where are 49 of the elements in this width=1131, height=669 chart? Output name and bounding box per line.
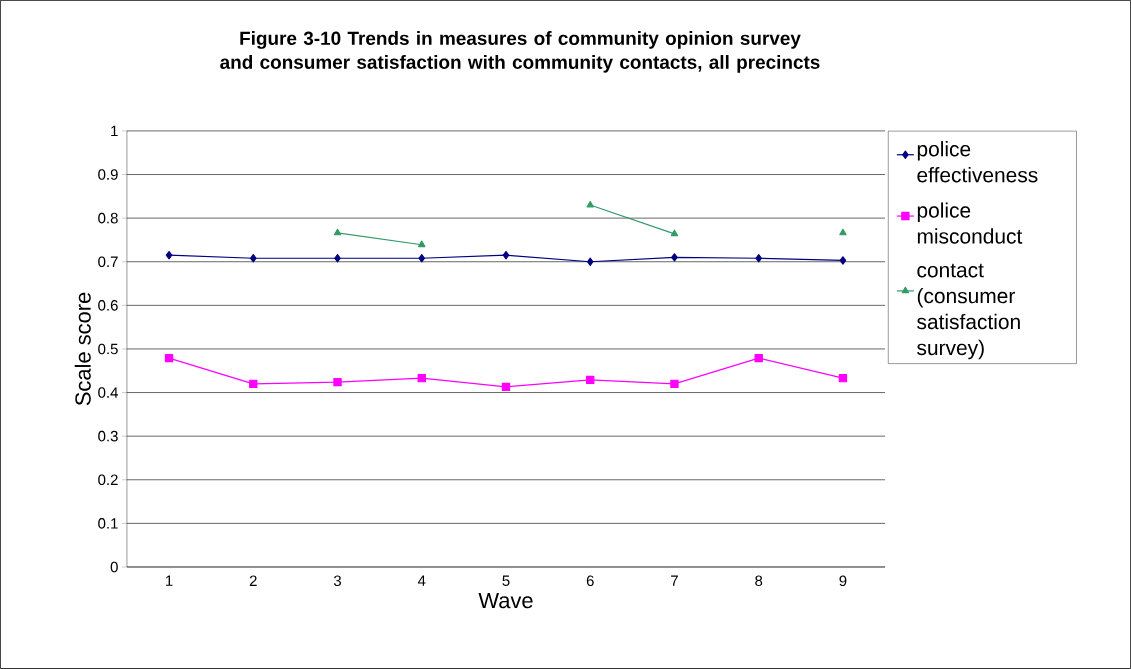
x-tick-label: 1 (166, 575, 173, 586)
x-tick-label: 4 (417, 575, 426, 586)
point (839, 256, 847, 265)
x-tick-label: 3 (333, 575, 342, 587)
point (249, 379, 258, 389)
y-tick-label: 0.9 (98, 169, 118, 180)
point (670, 379, 679, 389)
y-tick-label: 0.3 (98, 430, 118, 442)
point (501, 382, 511, 392)
point (670, 229, 679, 237)
x-tick-label: 2 (249, 575, 257, 586)
y-tick-label: 0.2 (98, 474, 118, 486)
point (502, 251, 510, 260)
point (249, 254, 257, 263)
y-tick-label: 0.7 (98, 256, 118, 268)
point (755, 254, 762, 263)
y-tick-label: 0.6 (98, 300, 118, 311)
legend-label: police misconduct (917, 202, 1023, 244)
x-axis-title: Wave (478, 592, 533, 609)
point (586, 200, 594, 208)
point (586, 257, 594, 266)
y-tick-label: 0.4 (98, 387, 118, 398)
point (333, 377, 342, 387)
point (333, 228, 342, 236)
y-tick-label: 0.1 (98, 518, 118, 529)
point (586, 375, 595, 385)
point (418, 254, 426, 263)
y-axis-title: Scale score (74, 292, 91, 406)
point (754, 353, 763, 363)
y-tick-label: 0.5 (98, 343, 118, 355)
point (165, 251, 173, 260)
point (164, 353, 174, 363)
y-tick-label: 1 (111, 125, 118, 137)
point (838, 374, 848, 383)
point (839, 228, 847, 236)
x-tick-label: 5 (502, 575, 510, 586)
x-tick-label: 6 (586, 575, 594, 587)
chart-title: Figure 3-10 Trends in measures of community opinion survey and consumer satisfaction with community contacts, all precincts (220, 31, 820, 73)
x-tick-label: 7 (671, 575, 678, 586)
point (671, 253, 678, 262)
y-tick-label: 0 (110, 561, 118, 573)
point (417, 374, 426, 383)
point (418, 240, 426, 248)
point (334, 254, 341, 263)
x-tick-label: 8 (755, 575, 763, 587)
x-tick-label: 9 (839, 575, 847, 587)
legend-label: police effectiveness (917, 141, 1038, 183)
legend-label: contact (consumer satisfaction survey) (917, 263, 1020, 360)
y-tick-label: 0.8 (98, 212, 118, 224)
